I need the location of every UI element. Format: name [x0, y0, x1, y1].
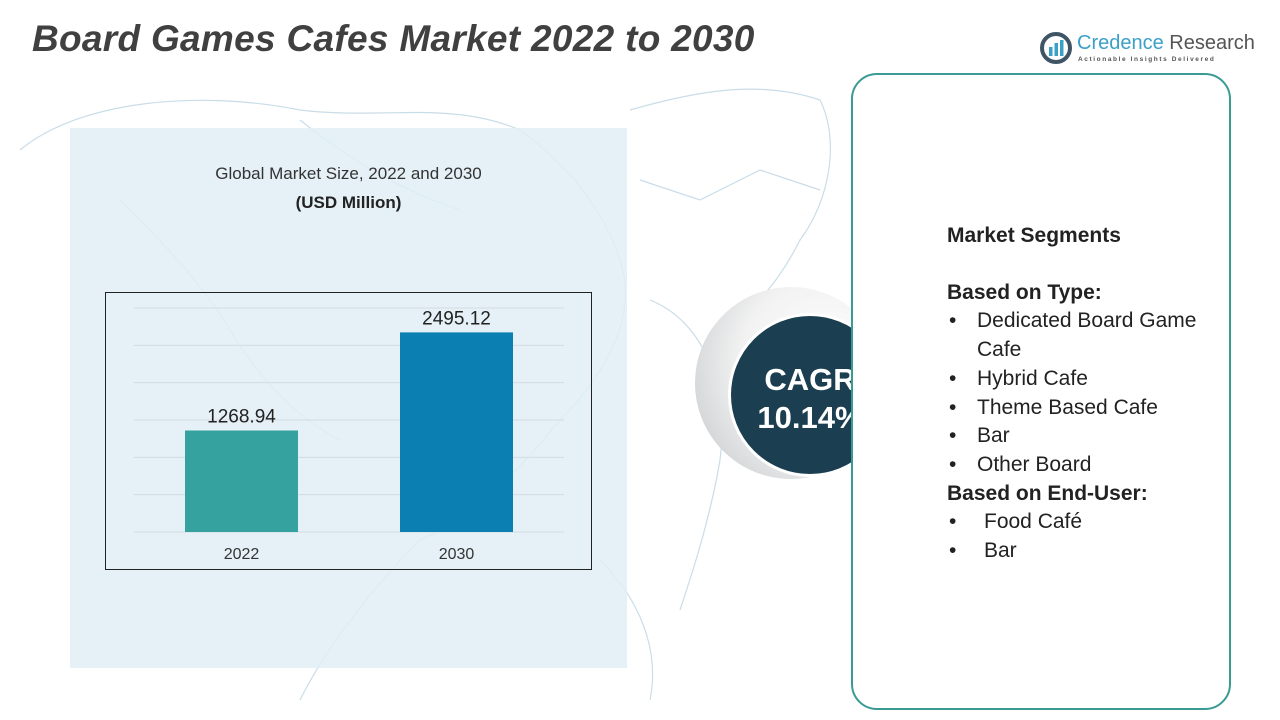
cagr-value: 10.14%	[757, 400, 863, 435]
type-heading: Based on Type:	[947, 280, 1102, 304]
cagr-label: CAGR	[764, 362, 856, 397]
bar-chart-logo-icon	[1040, 32, 1072, 64]
type-item: Dedicated Board Game Cafe	[947, 307, 1207, 364]
logo-name-part2: Research	[1163, 32, 1255, 54]
bar-2030	[400, 332, 513, 532]
type-item: Other Board	[947, 451, 1207, 480]
market-segments-list: Market Segments Based on Type: Dedicated…	[947, 222, 1207, 566]
x-tick-label: 2030	[439, 546, 475, 563]
enduser-item: Food Café	[947, 508, 1207, 537]
chart-unit: (USD Million)	[295, 193, 402, 212]
type-item: Bar	[947, 422, 1207, 451]
x-tick-label: 2022	[224, 546, 260, 563]
data-label: 1268.94	[207, 406, 276, 427]
market-size-bar-chart: 1268.94 2022 2495.12 2030	[105, 292, 592, 570]
logo-name-part1: Credence	[1077, 32, 1164, 54]
logo-name: Credence Research	[1077, 32, 1255, 55]
type-item: Hybrid Cafe	[947, 365, 1207, 394]
chart-title: Global Market Size, 2022 and 2030	[215, 164, 482, 183]
chart-panel	[70, 128, 627, 668]
type-item: Theme Based Cafe	[947, 394, 1207, 423]
logo-tagline: Actionable Insights Delivered	[1078, 56, 1216, 63]
segments-title: Market Segments	[947, 224, 1121, 247]
page-title: Board Games Cafes Market 2022 to 2030	[32, 18, 755, 59]
bar-2022	[185, 430, 298, 532]
company-logo: Credence Research Actionable Insights De…	[1040, 30, 1255, 70]
enduser-heading: Based on End-User:	[947, 481, 1148, 505]
enduser-item: Bar	[947, 537, 1207, 566]
data-label: 2495.12	[422, 308, 491, 329]
